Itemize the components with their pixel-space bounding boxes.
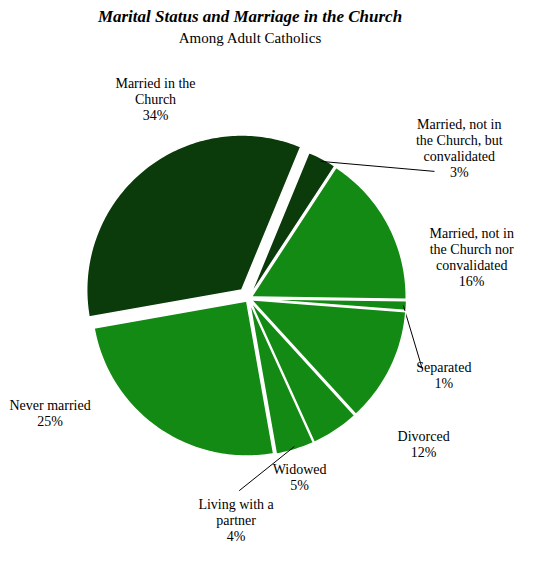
svg-text:Never married25%: Never married25% bbox=[9, 398, 90, 429]
svg-text:Divorced12%: Divorced12% bbox=[398, 429, 450, 460]
svg-text:Married, not inthe Church, but: Married, not inthe Church, butconvalidat… bbox=[416, 117, 503, 180]
svg-text:Married, not inthe Church norc: Married, not inthe Church norconvalidate… bbox=[430, 226, 515, 289]
html-text:Marital Status and Marriage in: Marital Status and Marriage in the Churc… bbox=[97, 7, 403, 26]
html-text:Among Adult Catholics: Among Adult Catholics bbox=[178, 30, 322, 46]
svg-text:Married in theChurch34%: Married in theChurch34% bbox=[115, 76, 195, 123]
svg-text:Separated1%: Separated1% bbox=[416, 360, 471, 391]
svg-text:Living with apartner4%: Living with apartner4% bbox=[198, 497, 274, 544]
svg-text:Widowed5%: Widowed5% bbox=[273, 462, 327, 493]
